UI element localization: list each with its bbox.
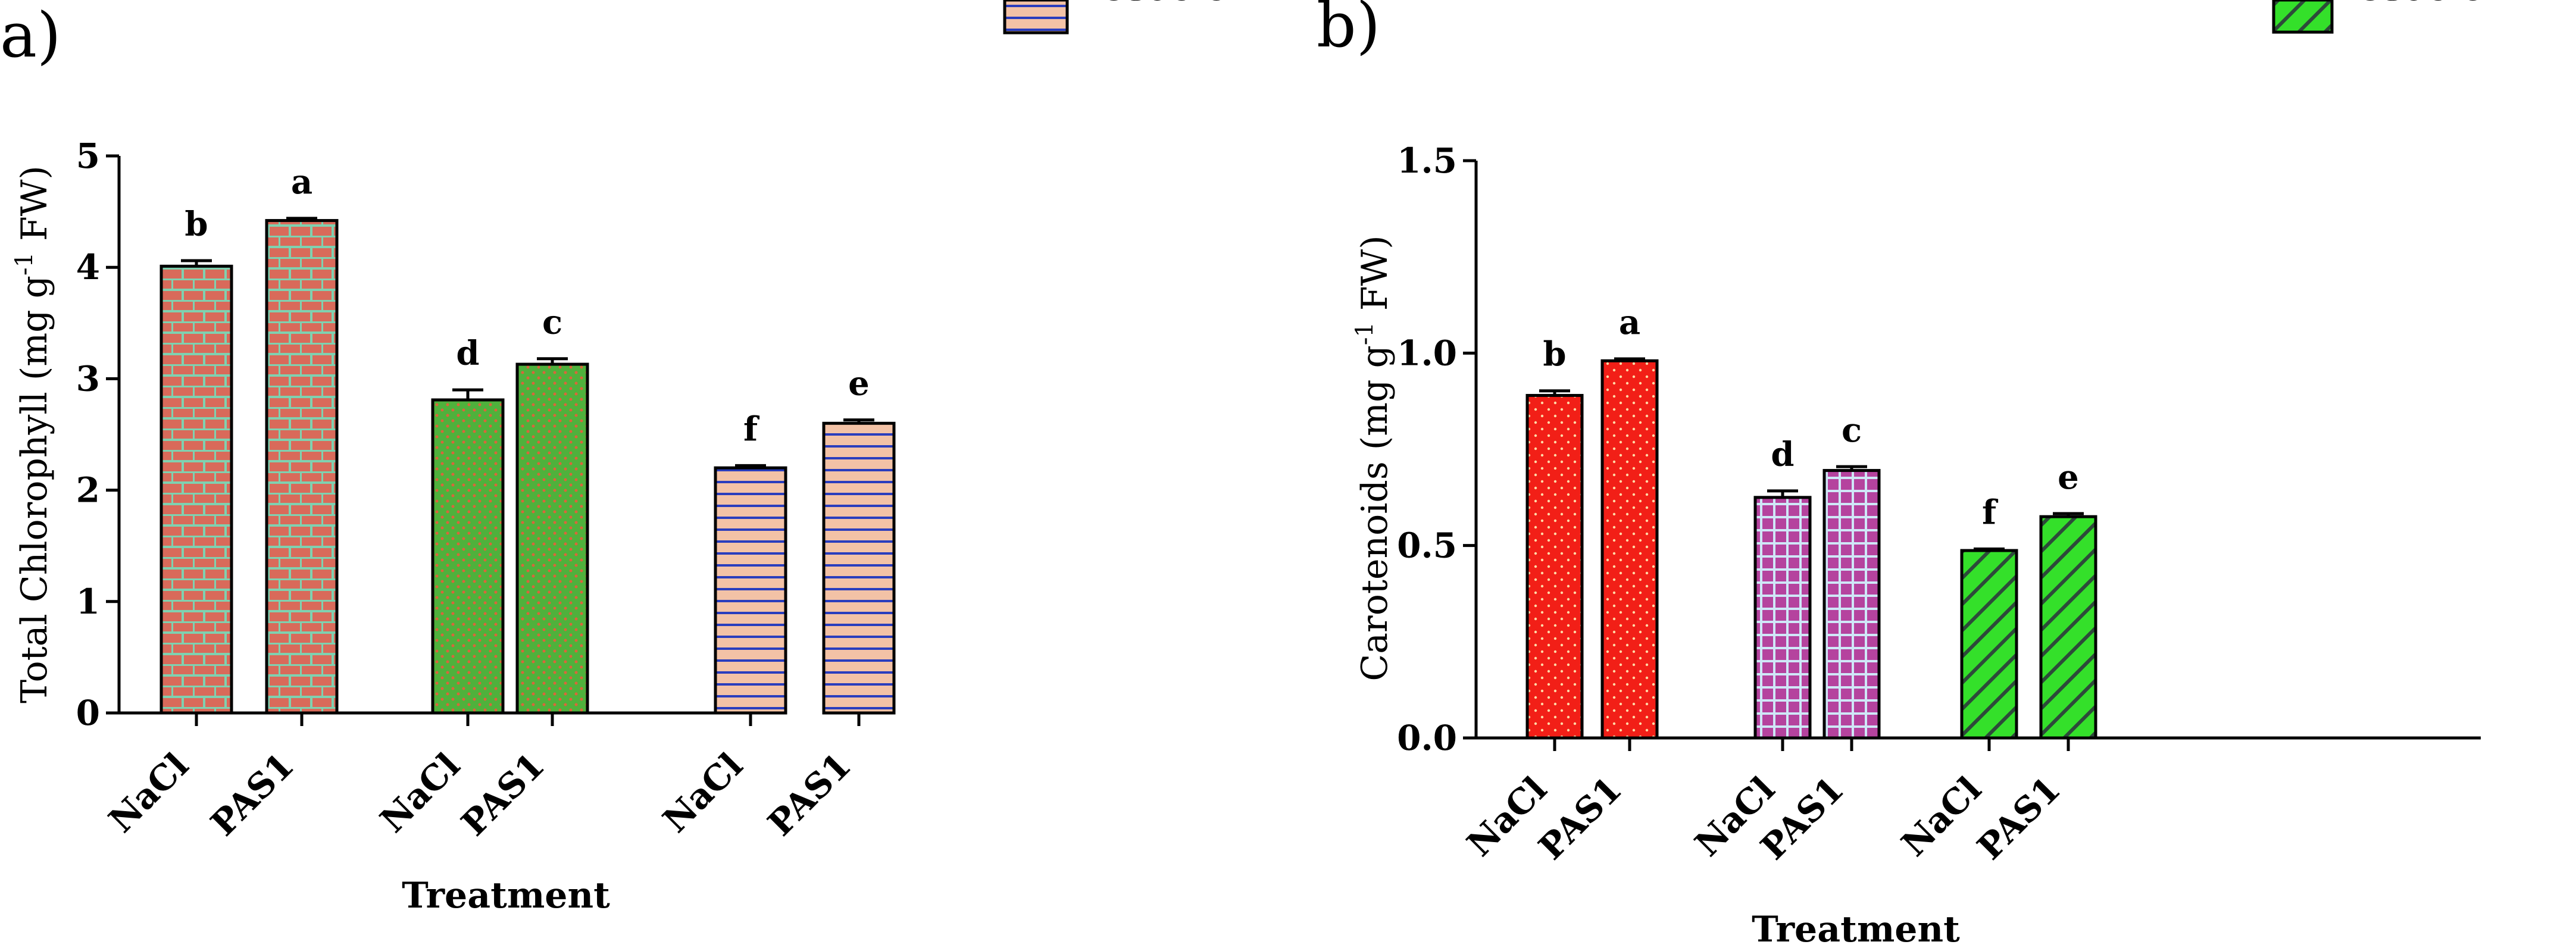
legend-label: Control	[2356, 0, 2497, 8]
panel-a-legend: Control100mM200mM	[1003, 0, 1241, 35]
bar	[160, 264, 233, 715]
y-tick-label: 0	[76, 693, 100, 733]
x-category-label: NaCl	[1459, 769, 1555, 864]
x-category-label: PAS1	[454, 745, 552, 844]
panel-b-y-axis-label-sup: -1	[1351, 322, 1378, 345]
panel-a-y-axis-label-post: FW)	[14, 165, 55, 252]
significance-letter: b	[185, 205, 208, 244]
bar	[1822, 469, 1881, 740]
y-tick-label: 0.0	[1397, 718, 1457, 758]
legend-label: 100mM	[1099, 0, 1241, 8]
legend-label: 100mM	[2356, 0, 2497, 8]
panel-b-y-axis-label: Carotenoids (mg g-1 FW)	[1351, 235, 1396, 681]
panel-b-y-axis-label-pre: Carotenoids (mg g	[1354, 345, 1396, 681]
bar	[431, 398, 505, 715]
bar	[1600, 359, 1659, 740]
significance-letter: a	[1619, 303, 1640, 342]
y-tick-label: 2	[76, 470, 100, 511]
legend-label: 200mM	[2356, 0, 2497, 8]
panel-a-label: a)	[0, 0, 61, 71]
legend-label: Control	[1099, 0, 1240, 8]
panel-a-y-axis-label-sup: -1	[11, 252, 38, 276]
panel-b-legend: Control100mM200mM	[2272, 0, 2497, 34]
x-category-label: PAS1	[760, 745, 859, 844]
x-category-label: PAS1	[1969, 769, 2068, 868]
x-category-label: NaCl	[655, 745, 751, 840]
panel-b-x-axis-label: Treatment	[1752, 909, 1960, 950]
significance-letter: b	[1543, 335, 1566, 374]
panel-a-y-axis-label: Total Chlorophyll (mg g-1 FW)	[11, 165, 55, 703]
bar	[265, 219, 339, 715]
panel-a-bars: b a d c f e	[160, 162, 896, 715]
bar	[1960, 549, 2018, 740]
significance-letter: e	[848, 364, 870, 403]
y-tick-label: 1	[76, 581, 100, 622]
significance-letter: c	[542, 303, 562, 342]
bar	[822, 421, 896, 715]
significance-letter: d	[1771, 435, 1794, 474]
panel-b-y-axis-label-post: FW)	[1354, 235, 1396, 322]
x-category-label: PAS1	[1531, 769, 1630, 868]
x-category-label: PAS1	[203, 745, 302, 844]
y-tick-label: 0.5	[1397, 525, 1457, 566]
y-tick-label: 1.5	[1397, 140, 1457, 181]
legend-swatch	[1003, 0, 1069, 35]
panel-b-bars: b a d c f e	[1525, 303, 2097, 740]
significance-letter: e	[2058, 458, 2079, 497]
y-tick-label: 3	[76, 358, 100, 399]
legend-swatch	[2272, 0, 2334, 34]
y-tick-label: 5	[76, 136, 100, 176]
significance-letter: f	[743, 409, 760, 449]
bar	[515, 362, 589, 715]
bar	[1525, 393, 1584, 740]
bar	[2039, 515, 2097, 740]
legend-label: 200mM	[1099, 0, 1241, 8]
x-category-label: NaCl	[1894, 769, 1989, 864]
panel-a-y-axis-label-pre: Total Chlorophyll (mg g	[14, 276, 55, 703]
x-category-label: NaCl	[101, 745, 196, 840]
x-category-label: NaCl	[373, 745, 468, 840]
y-tick-label: 4	[76, 247, 100, 287]
significance-letter: d	[456, 334, 479, 373]
significance-letter: c	[1842, 411, 1862, 450]
panel-a-x-axis-label: Treatment	[402, 875, 610, 916]
significance-letter: a	[291, 162, 312, 202]
bar	[1753, 496, 1812, 740]
y-tick-label: 1.0	[1397, 333, 1457, 373]
significance-letter: f	[1982, 493, 1999, 532]
bar	[714, 466, 787, 715]
panel-b-label: b)	[1317, 0, 1380, 61]
